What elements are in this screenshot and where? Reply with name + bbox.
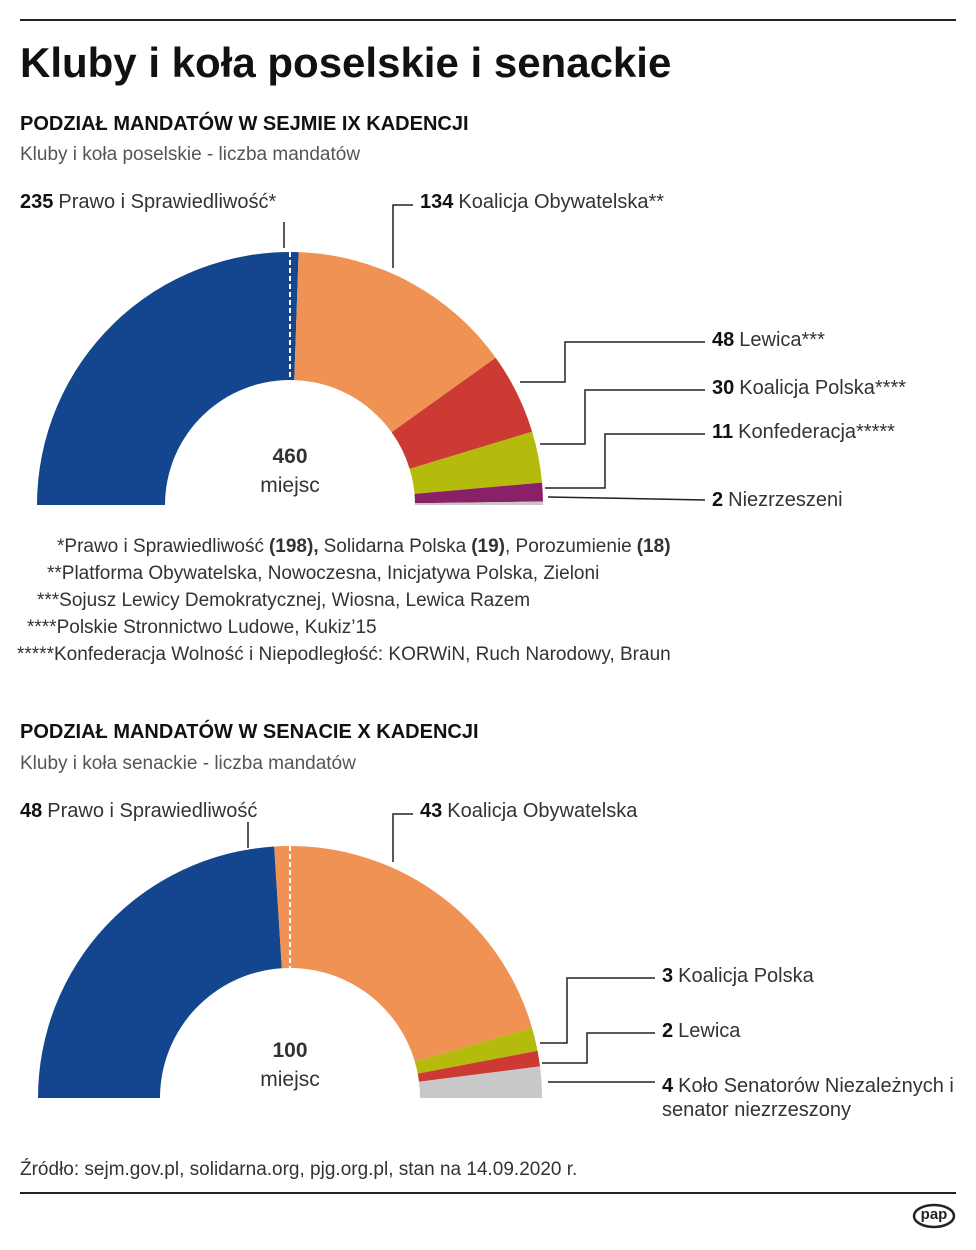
arc-segment [38, 846, 282, 1098]
leader-line [547, 496, 706, 501]
leader-line [545, 433, 705, 489]
segment-name: Koło Senatorów Niezależnych i senator ni… [662, 1075, 954, 1121]
segment-name: Koalicja Polska [678, 965, 814, 987]
leader-line [540, 977, 655, 1044]
segment-value: 43 [420, 800, 443, 822]
arc-segment [391, 357, 533, 469]
arc-segment [37, 251, 299, 505]
arc-segment [418, 1066, 542, 1098]
segment-label: 48 Prawo i Sprawiedliwość [20, 799, 257, 823]
segment-label: 134 Koalicja Obywatelska** [420, 190, 664, 214]
segment-value: 48 [712, 329, 735, 351]
source: Źródło: sejm.gov.pl, solidarna.org, pjg.… [20, 1159, 578, 1180]
leader-line [520, 341, 705, 383]
segment-label: 4 Koło Senatorów Niezależnych i senator n… [662, 1074, 962, 1122]
segment-name: Lewica*** [739, 329, 825, 351]
arc-segment [409, 431, 543, 494]
segment-name: Koalicja Obywatelska** [458, 191, 665, 213]
arc-segment [414, 1027, 538, 1074]
arc-segment [274, 846, 532, 1062]
total-seats: 100 [272, 1039, 308, 1062]
segment-name: Prawo i Sprawiedliwość* [58, 191, 277, 213]
segment-label: 43 Koalicja Obywatelska [420, 799, 637, 823]
segment-name: Prawo i Sprawiedliwość [47, 800, 258, 822]
footnote: *****Konfederacja Wolność i Niepodległoś… [17, 643, 671, 667]
leader-line [540, 389, 705, 445]
segment-value: 2 [662, 1020, 674, 1042]
total-seats: 460 [272, 445, 308, 468]
total-label: miejsc [260, 1068, 320, 1091]
segment-value: 235 [20, 191, 54, 213]
segment-name: Koalicja Obywatelska [447, 800, 638, 822]
arc-segment [414, 501, 543, 505]
footnote-part: *****Konfederacja Wolność i Niepodległoś… [17, 644, 671, 665]
segment-label: 30 Koalicja Polska**** [712, 376, 906, 400]
footnote-part: (198), [268, 536, 319, 557]
footnote-part: (19) [471, 536, 505, 557]
segment-label: 2 Lewica [662, 1019, 740, 1043]
segment-name: Koalicja Polska**** [739, 377, 907, 399]
footnote-part: *Prawo i Sprawiedliwość [57, 536, 264, 557]
chart-subtitle: Kluby i koła poselskie - liczba mandatów [20, 144, 361, 165]
logo: pap [920, 1206, 948, 1223]
leader-line [392, 204, 413, 268]
segment-label: 3 Koalicja Polska [662, 964, 814, 988]
chart-subtitle: Kluby i koła senackie - liczba mandatów [20, 753, 356, 774]
segment-name: Niezrzeszeni [728, 489, 843, 511]
footnote-part: , Porozumienie [505, 536, 632, 557]
footnote: ***Sojusz Lewicy Demokratycznej, Wiosna,… [37, 589, 530, 613]
segment-value: 30 [712, 377, 735, 399]
logo-frame [912, 1203, 956, 1229]
segment-value: 48 [20, 800, 43, 822]
segment-label: 235 Prawo i Sprawiedliwość* [20, 190, 276, 214]
segment-value: 11 [712, 421, 734, 443]
segment-name: Lewica [678, 1020, 741, 1042]
arc-segment [294, 252, 496, 433]
footnote-part: ***Sojusz Lewicy Demokratycznej, Wiosna,… [37, 590, 531, 611]
total-label: miejsc [260, 474, 320, 497]
segment-value: 2 [712, 489, 724, 511]
footnote: **Platforma Obywatelska, Nowoczesna, Ini… [47, 562, 599, 586]
footnote: *Prawo i Sprawiedliwość (198), Solidarna P… [57, 535, 671, 559]
chart-heading: PODZIAŁ MANDATÓW W SEJMIE IX KADENCJI [20, 113, 469, 135]
arc-segment [417, 1050, 541, 1082]
leader-line [542, 1032, 655, 1064]
segment-value: 134 [420, 191, 454, 213]
leader-line [392, 813, 413, 862]
segment-value: 4 [662, 1075, 674, 1097]
arc-segment [414, 482, 543, 504]
segment-value: 3 [662, 965, 674, 987]
footnote-part: (18) [636, 536, 671, 557]
footnote-part: ****Polskie Stronnictwo Ludowe, Kukiz’15 [27, 617, 377, 638]
footnote-part: Solidarna Polska [323, 536, 467, 557]
segment-label: 2 Niezrzeszeni [712, 488, 843, 512]
segment-label: 48 Lewica*** [712, 328, 825, 352]
segment-name: Konfederacja***** [738, 421, 895, 443]
segment-label: 11 Konfederacja***** [712, 420, 895, 444]
page-title: Kluby i koła poselskie i senackie [20, 39, 672, 86]
chart-heading: PODZIAŁ MANDATÓW W SENACIE X KADENCJI [20, 721, 479, 743]
footnote-part: **Platforma Obywatelska, Nowoczesna, Ini… [47, 563, 600, 584]
footnote: ****Polskie Stronnictwo Ludowe, Kukiz’15 [27, 616, 377, 640]
